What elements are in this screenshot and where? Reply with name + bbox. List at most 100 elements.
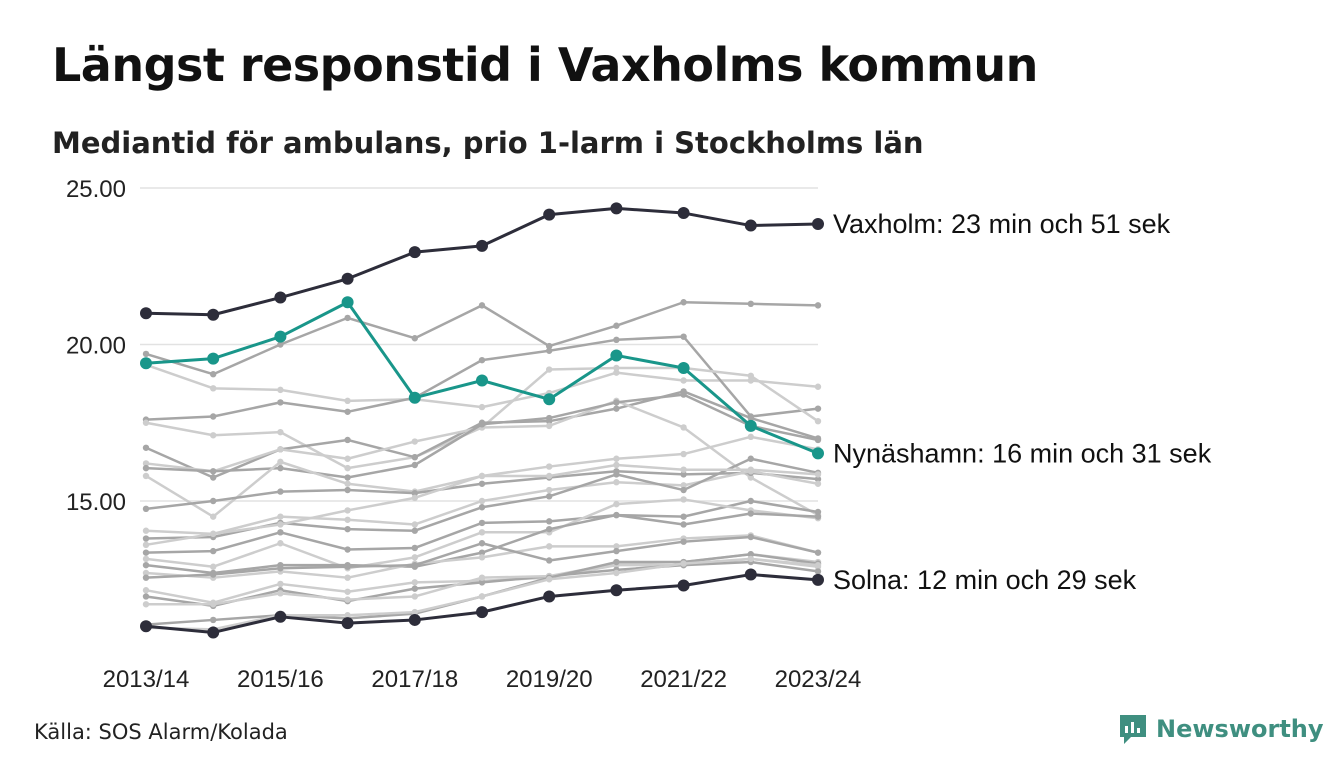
data-point	[344, 408, 351, 415]
data-point	[142, 419, 150, 426]
data-point	[277, 590, 284, 597]
data-point	[411, 544, 418, 552]
data-point	[546, 366, 553, 373]
data-point	[210, 571, 217, 578]
data-point	[478, 549, 486, 556]
data-point	[677, 579, 690, 592]
data-point	[814, 471, 822, 478]
data-point	[142, 464, 150, 472]
data-point	[478, 579, 486, 586]
data-point	[277, 464, 284, 472]
highlighted-series	[140, 202, 824, 639]
data-point	[341, 296, 354, 309]
data-point	[613, 461, 620, 469]
data-point	[344, 480, 351, 487]
data-point	[814, 475, 822, 483]
data-point	[210, 474, 217, 481]
series-end-label: Nynäshamn: 16 min och 31 sek	[833, 438, 1212, 468]
data-point	[543, 393, 556, 406]
data-point	[747, 497, 754, 505]
data-point	[411, 554, 418, 561]
data-point	[814, 513, 822, 520]
data-point	[680, 377, 687, 384]
data-point	[142, 535, 150, 542]
data-point	[411, 438, 418, 445]
data-point	[814, 561, 822, 569]
data-point	[344, 596, 351, 603]
data-point	[210, 413, 217, 420]
data-point	[344, 464, 351, 472]
data-point	[747, 414, 754, 422]
x-tick-label: 2019/20	[506, 666, 593, 693]
x-tick-label: 2023/24	[775, 666, 862, 693]
data-point	[680, 521, 687, 528]
data-point	[344, 436, 351, 444]
data-point	[277, 565, 284, 572]
data-point	[142, 593, 150, 600]
data-point	[344, 525, 351, 533]
y-tick-label: 25.00	[66, 176, 126, 203]
data-point	[613, 399, 620, 406]
highlighted-series-line	[140, 568, 824, 639]
data-point	[344, 588, 351, 595]
data-point	[677, 361, 690, 374]
data-point	[478, 574, 486, 581]
data-point	[680, 450, 687, 458]
data-point	[344, 397, 351, 405]
data-point	[476, 374, 488, 387]
data-point	[613, 322, 620, 329]
data-point	[344, 574, 351, 581]
data-point	[680, 424, 687, 431]
data-point	[546, 472, 553, 480]
background-series	[142, 299, 822, 633]
data-point	[546, 422, 553, 430]
data-point	[680, 486, 687, 494]
data-point	[680, 513, 687, 520]
data-point	[411, 579, 418, 586]
data-point	[140, 307, 152, 320]
data-point	[476, 606, 488, 619]
series-path	[145, 206, 819, 317]
data-point	[344, 516, 351, 523]
data-point	[277, 341, 284, 348]
data-point	[814, 436, 822, 444]
data-point	[677, 207, 690, 220]
data-point	[411, 494, 418, 502]
data-point	[142, 350, 150, 358]
data-point	[610, 584, 623, 597]
series-path	[145, 300, 819, 376]
data-point	[210, 432, 217, 439]
data-point	[341, 617, 354, 630]
data-point	[546, 463, 553, 470]
data-point	[546, 557, 553, 564]
data-point	[277, 521, 284, 528]
data-point	[546, 342, 553, 350]
data-point	[411, 521, 418, 528]
data-point	[210, 601, 217, 608]
data-point	[478, 554, 486, 561]
y-axis-tick-labels: 15.00 20.00 25.00	[66, 176, 126, 516]
x-tick-label: 2015/16	[237, 666, 324, 693]
data-point	[747, 455, 754, 462]
data-point	[478, 593, 486, 600]
data-point	[210, 563, 217, 570]
data-point	[411, 335, 418, 342]
data-point	[210, 371, 217, 378]
background-series-line	[142, 299, 822, 378]
data-point	[546, 576, 553, 583]
data-point	[411, 453, 418, 461]
source-note: Källa: SOS Alarm/Kolada	[34, 720, 288, 744]
data-point	[747, 510, 754, 517]
chart-subtitle: Mediantid för ambulans, prio 1-larm i St…	[52, 126, 924, 160]
data-point	[680, 482, 687, 489]
line-chart: 15.00 20.00 25.00 Vaxholm: 23 min och 51 s…	[66, 176, 1212, 693]
data-point	[210, 530, 217, 538]
data-point	[408, 246, 421, 259]
y-tick-label: 20.00	[66, 333, 126, 360]
data-point	[411, 527, 418, 534]
x-tick-label: 2013/14	[103, 666, 190, 693]
data-point	[613, 511, 620, 519]
data-point	[142, 549, 150, 556]
brand-name: Newsworthy	[1156, 715, 1324, 743]
data-point	[747, 555, 754, 563]
